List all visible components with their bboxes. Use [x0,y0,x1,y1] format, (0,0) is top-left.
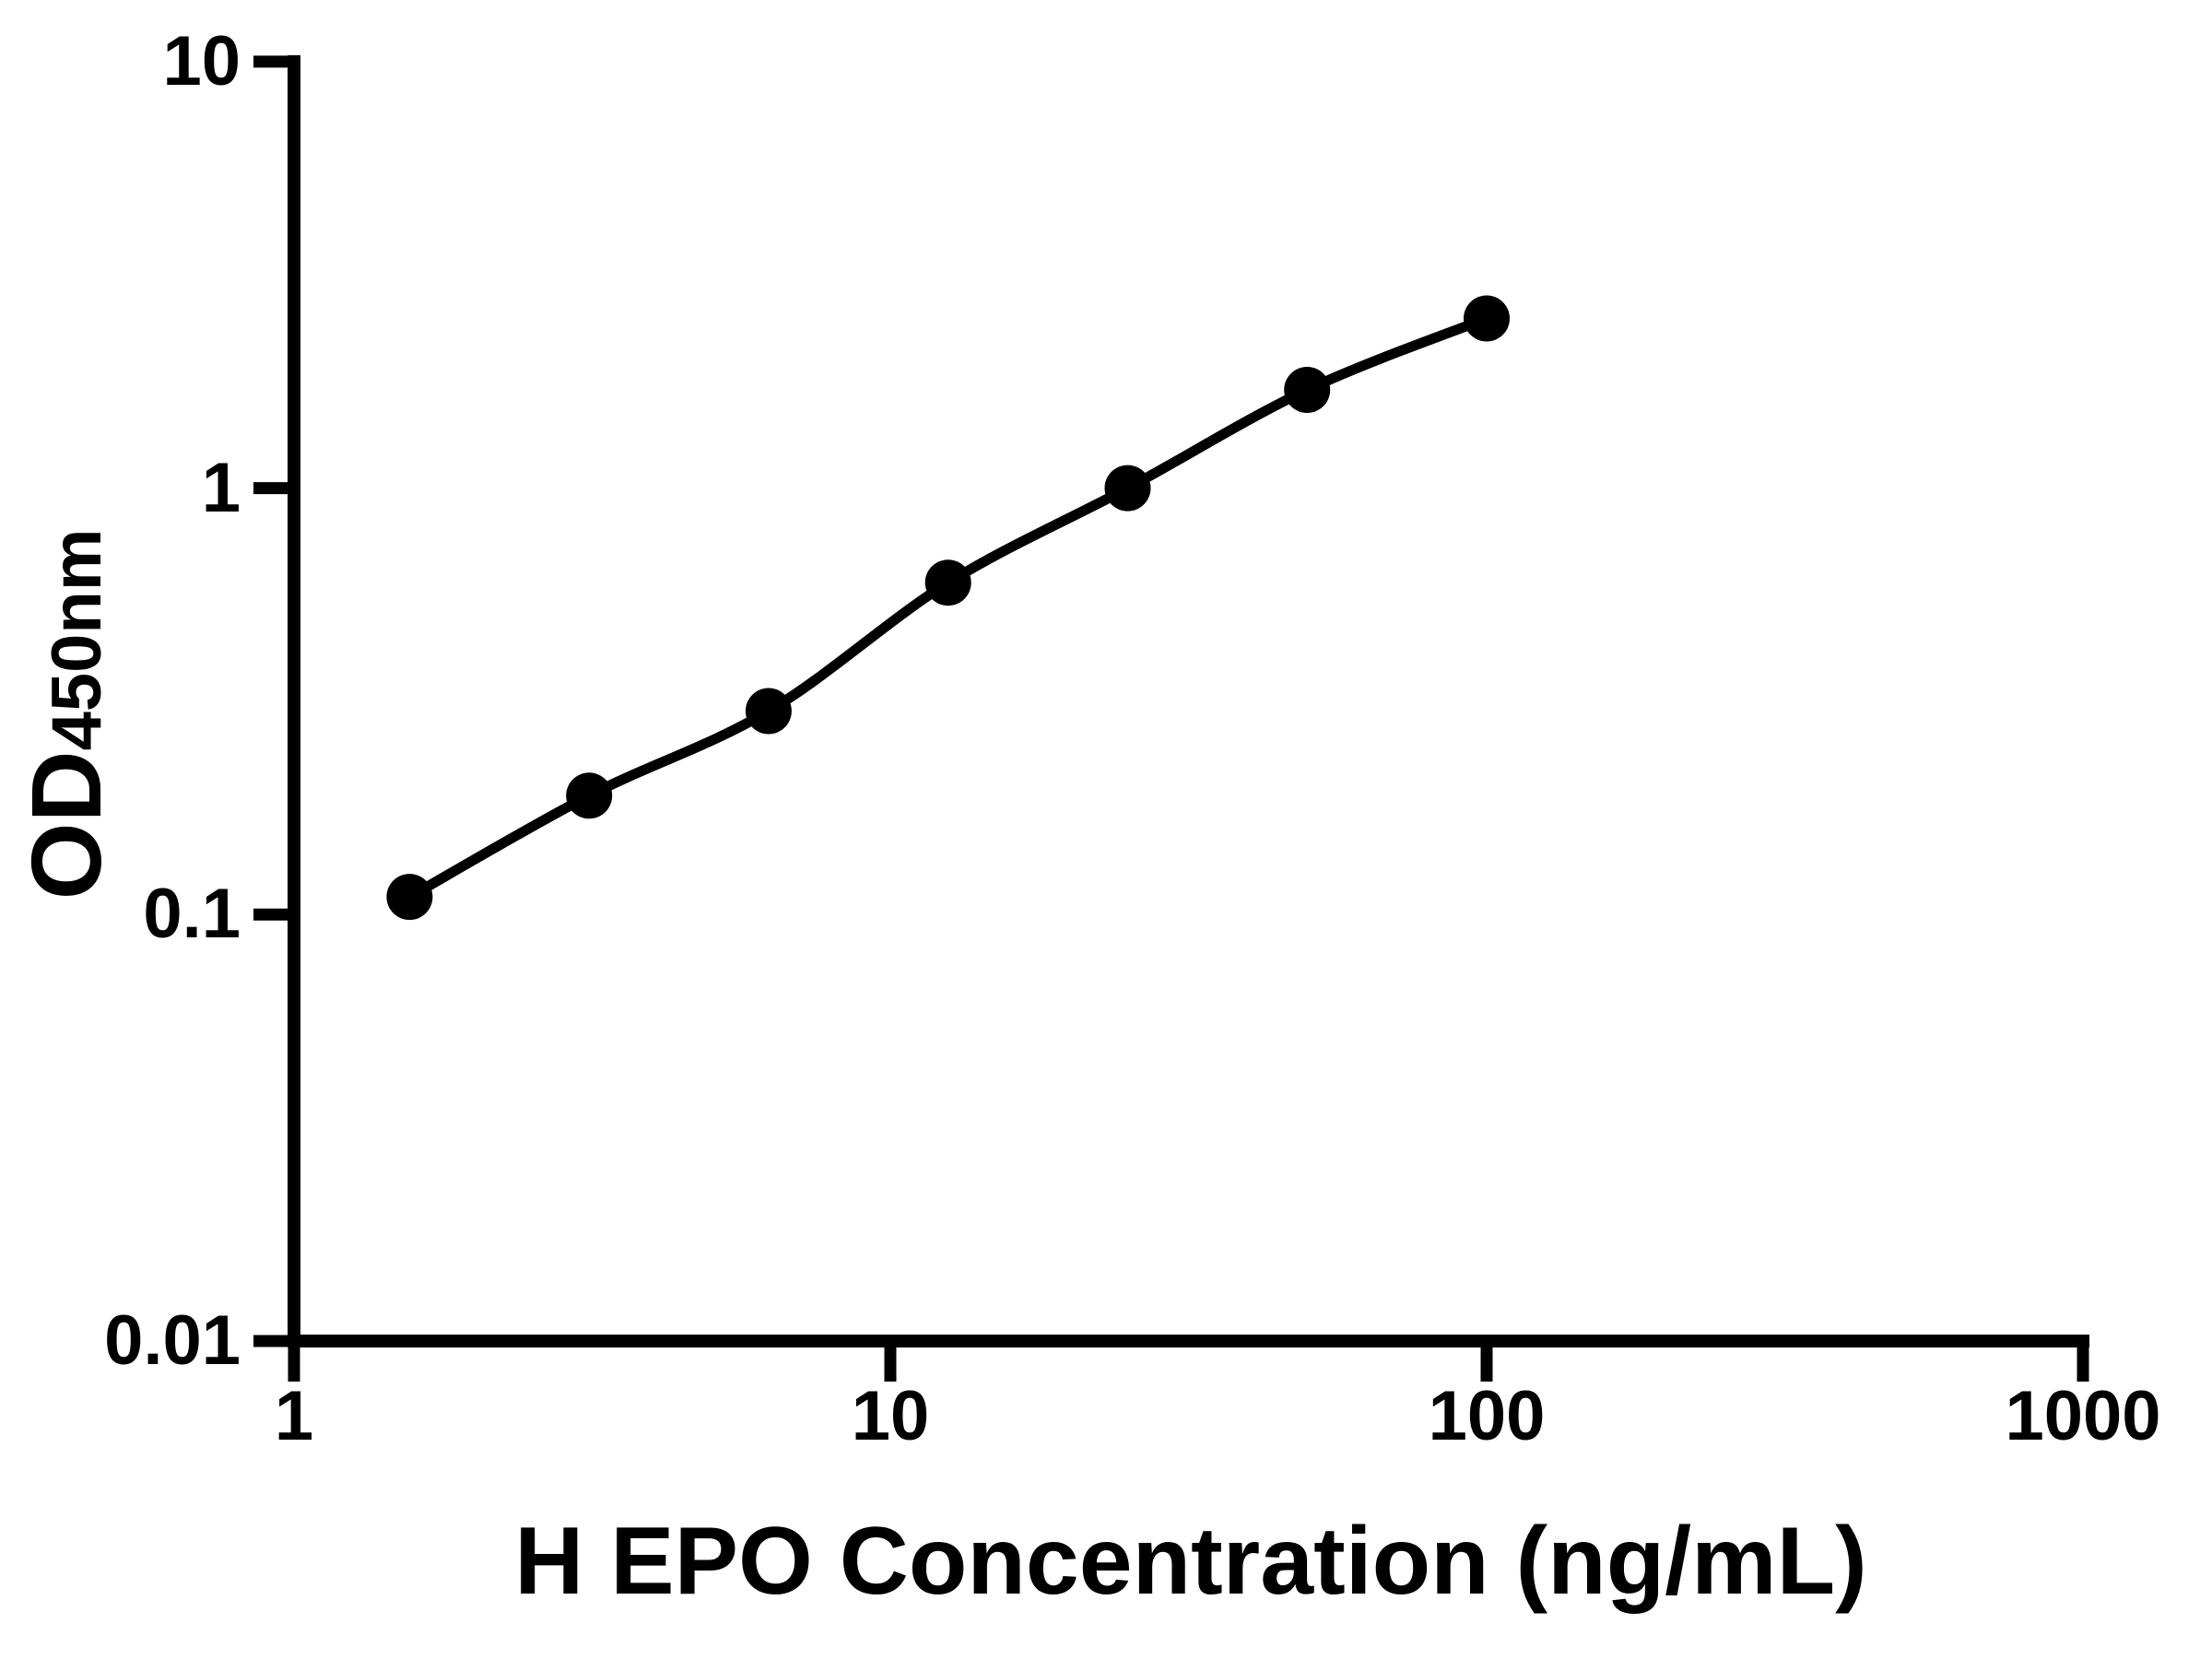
x-tick-label-100: 100 [1428,1377,1546,1455]
data-point-marker [386,874,433,921]
y-tick-label-0p1: 0.1 [143,875,241,953]
y-axis-title-main: OD [10,750,122,900]
data-point-marker [1284,367,1331,413]
data-point-marker [745,688,792,735]
x-tick-label-1000: 1000 [2005,1377,2161,1455]
data-point-marker [1464,295,1510,342]
y-axis-title: OD450nm [10,528,122,900]
data-point-marker [924,559,971,606]
x-axis-title: H EPO Concentration (ng/mL) [514,1508,1867,1615]
data-point-marker [566,772,613,819]
y-axis-title-subscript: 450nm [38,528,116,751]
y-tick-label-0p01: 0.01 [104,1301,241,1380]
x-tick-label-10: 10 [851,1377,930,1455]
x-tick-label-1: 1 [274,1377,314,1455]
y-tick-label-10: 10 [162,22,241,100]
y-tick-label-1: 1 [201,449,241,527]
fit-curve [406,313,1489,901]
data-point-marker [1104,465,1151,512]
